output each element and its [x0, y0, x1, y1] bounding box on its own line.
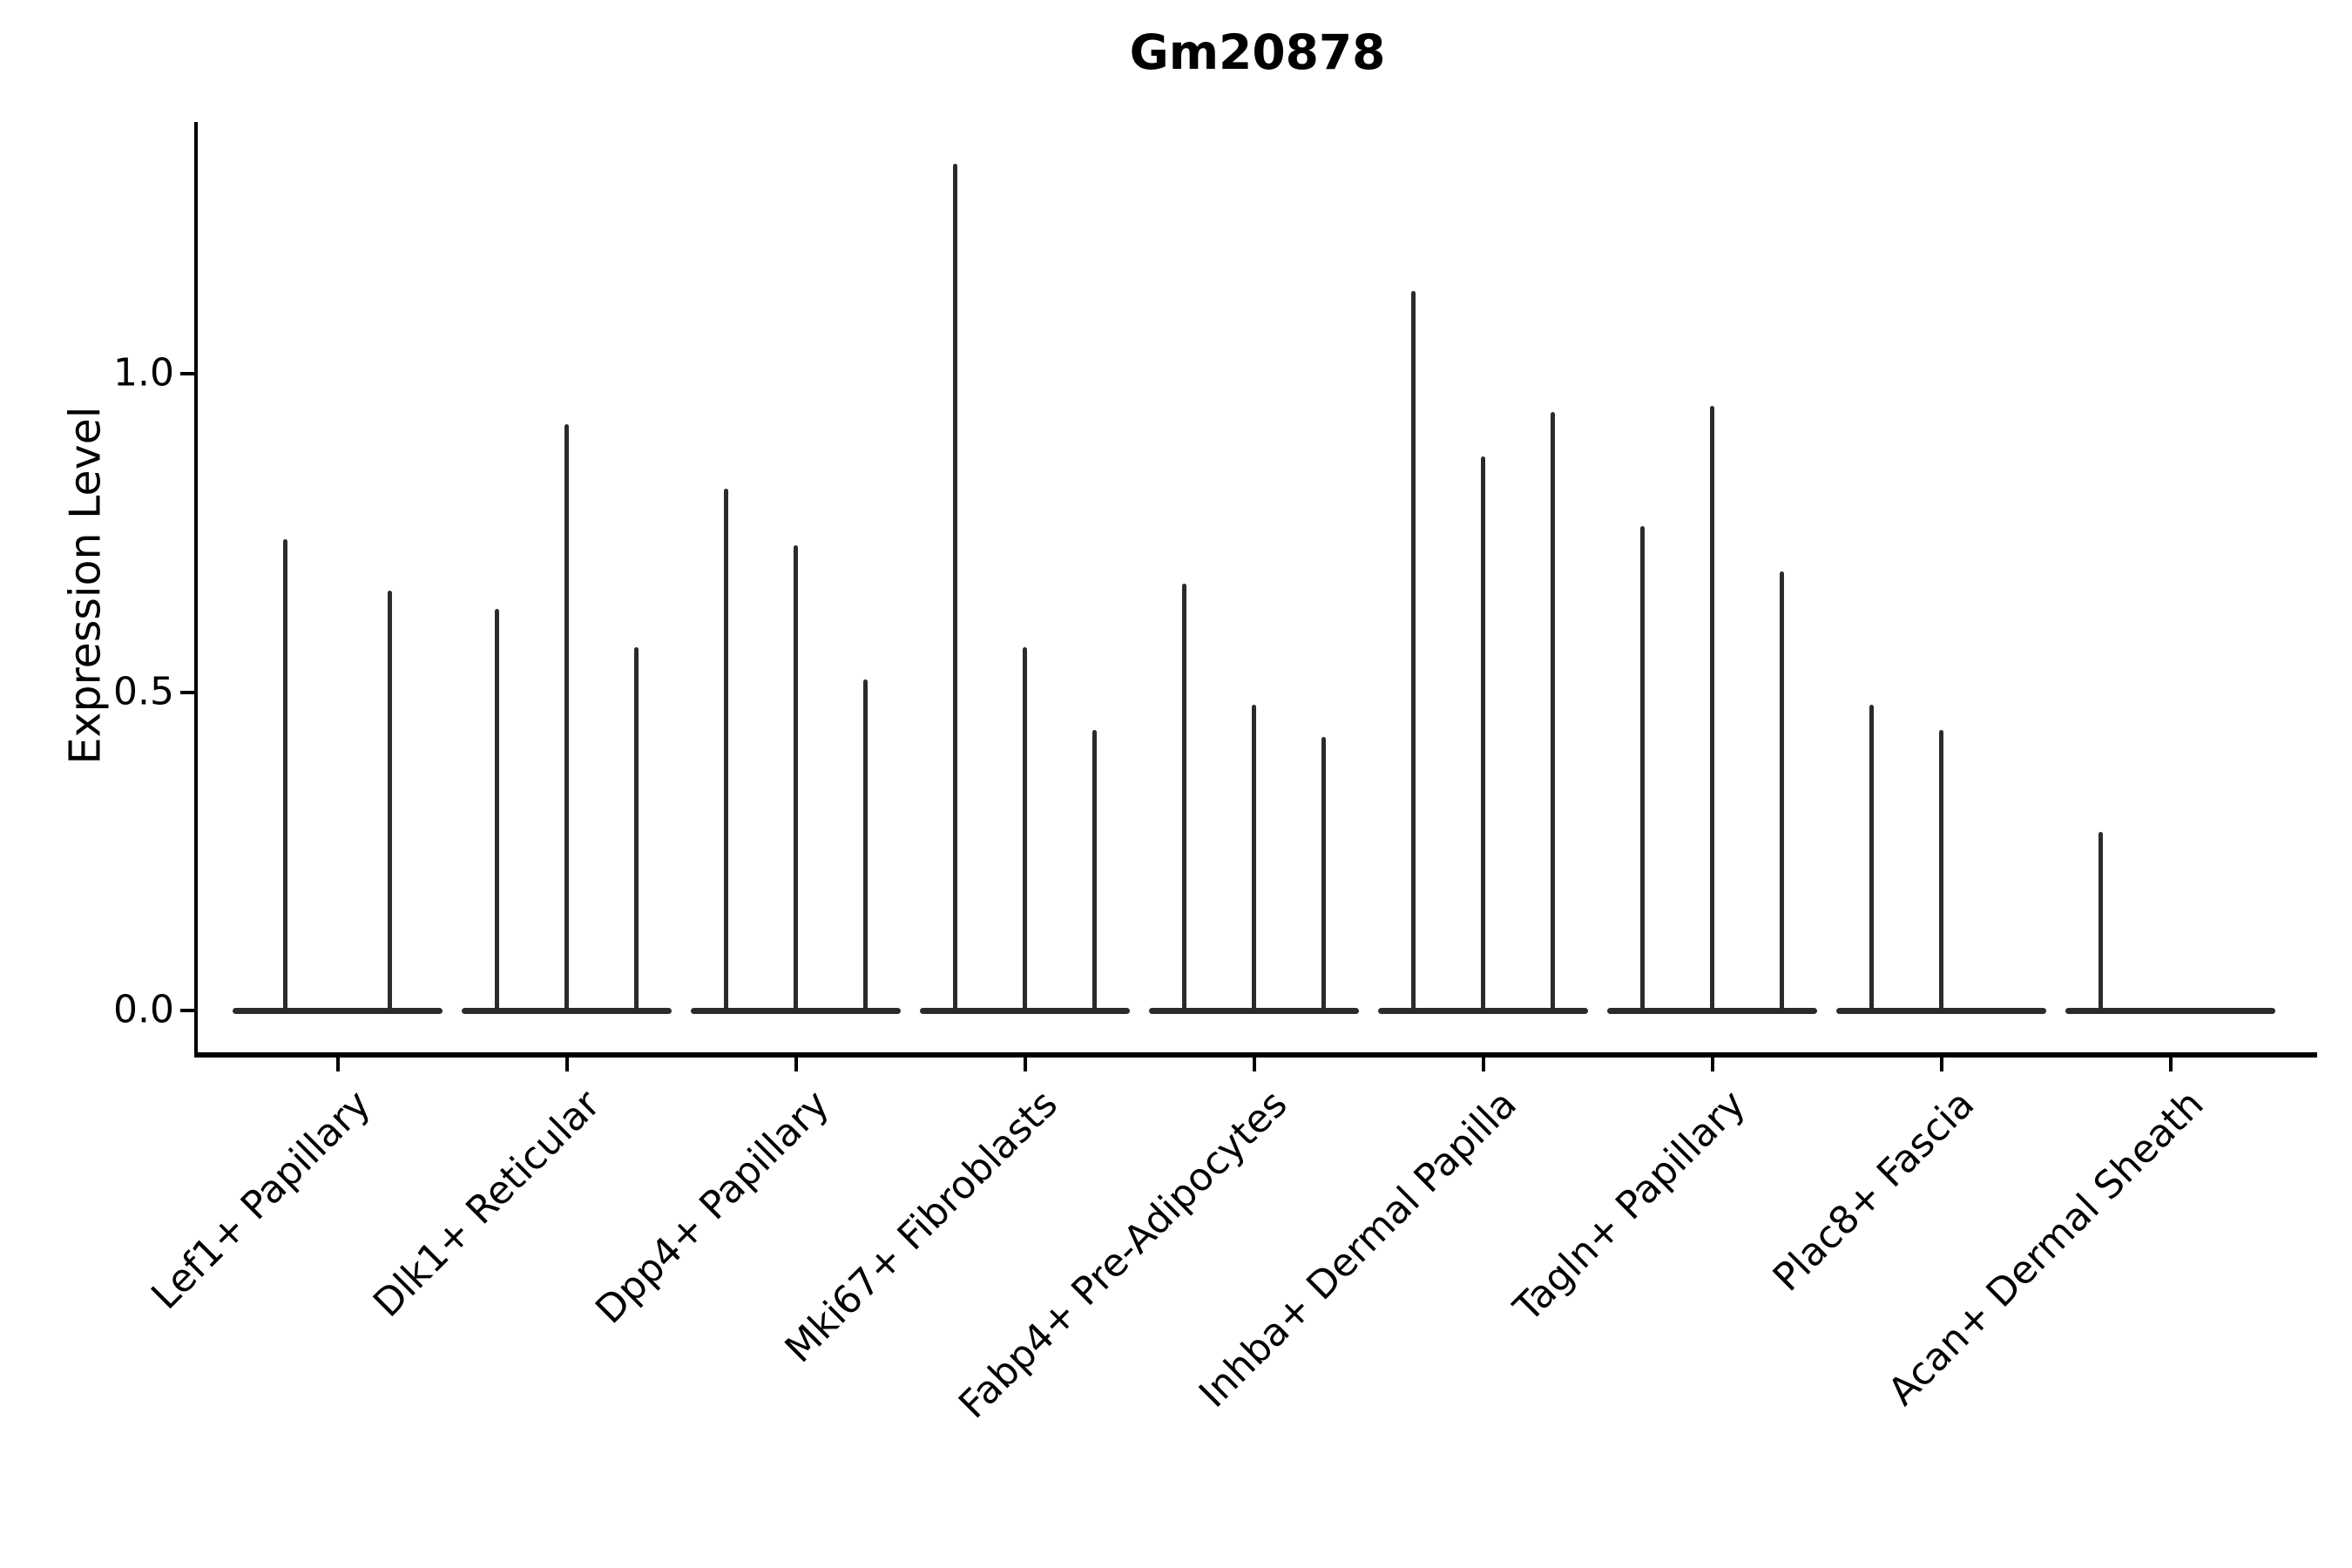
violin-spike [1252, 705, 1256, 1010]
x-tick-mark [564, 1058, 569, 1071]
x-tick-label: Plac8+ Fascia [1764, 1081, 1984, 1301]
violin-spike [863, 679, 868, 1010]
x-tick-label: Dlk1+ Reticular [364, 1081, 609, 1326]
violin-spike [282, 539, 287, 1010]
x-tick-mark [794, 1058, 798, 1071]
y-tick-mark [180, 372, 194, 375]
violin-baseline [1378, 1007, 1588, 1014]
violin-baseline [1607, 1007, 1817, 1014]
violin-spike [1639, 526, 1645, 1010]
violin-baseline [1836, 1007, 2046, 1014]
y-axis-label: Expression Level [60, 406, 111, 765]
violin-spike [1023, 647, 1027, 1010]
violin-spike [1481, 456, 1485, 1010]
violin-spike [1780, 571, 1785, 1010]
x-tick-mark [335, 1058, 340, 1071]
x-tick-label: Dpp4+ Papillary [586, 1081, 838, 1333]
y-tick-label: 0.0 [113, 987, 174, 1032]
x-tick-label: Tagln+ Papillary [1505, 1081, 1754, 1331]
violin-baseline [233, 1007, 443, 1014]
violin-spike [1410, 290, 1416, 1010]
x-tick-mark [1481, 1058, 1485, 1071]
violin-spike [1321, 736, 1327, 1010]
x-tick-label: Lef1+ Papillary [143, 1081, 380, 1318]
y-tick-label: 1.0 [113, 350, 174, 395]
plot-area: 0.0 0.5 1.0 Lef1+ Papillary Dlk1+ Reticular… [113, 122, 2317, 1427]
y-tick-mark [180, 690, 194, 694]
violin-spike [388, 590, 393, 1010]
violin-spike [1939, 730, 1943, 1010]
y-tick-mark [180, 1009, 194, 1012]
violin-spike [794, 545, 798, 1010]
x-tick-mark [1939, 1058, 1943, 1071]
violin-spike [952, 163, 957, 1010]
violin-baseline [462, 1007, 672, 1014]
violin-baseline [1149, 1007, 1359, 1014]
violin-spike [564, 424, 569, 1010]
violin-spike [1710, 405, 1714, 1010]
violin-spike [494, 609, 499, 1010]
violin-baseline [2065, 1007, 2275, 1014]
y-tick-label: 0.5 [113, 668, 174, 713]
violin-spike [723, 488, 728, 1010]
x-tick-mark [1252, 1058, 1256, 1071]
x-tick-mark [1023, 1058, 1027, 1071]
violin-spike [634, 647, 639, 1010]
violin-spike [1551, 411, 1556, 1010]
violin-baseline [691, 1007, 901, 1014]
violin-spike [1869, 705, 1874, 1010]
violin-spike [1181, 584, 1186, 1010]
violin-spike [2098, 832, 2103, 1010]
x-tick-mark [1710, 1058, 1714, 1071]
chart-title: Gm20878 [1129, 24, 1386, 80]
violin-spike [1092, 730, 1098, 1010]
violin-baseline [920, 1007, 1130, 1014]
x-tick-mark [2168, 1058, 2173, 1071]
